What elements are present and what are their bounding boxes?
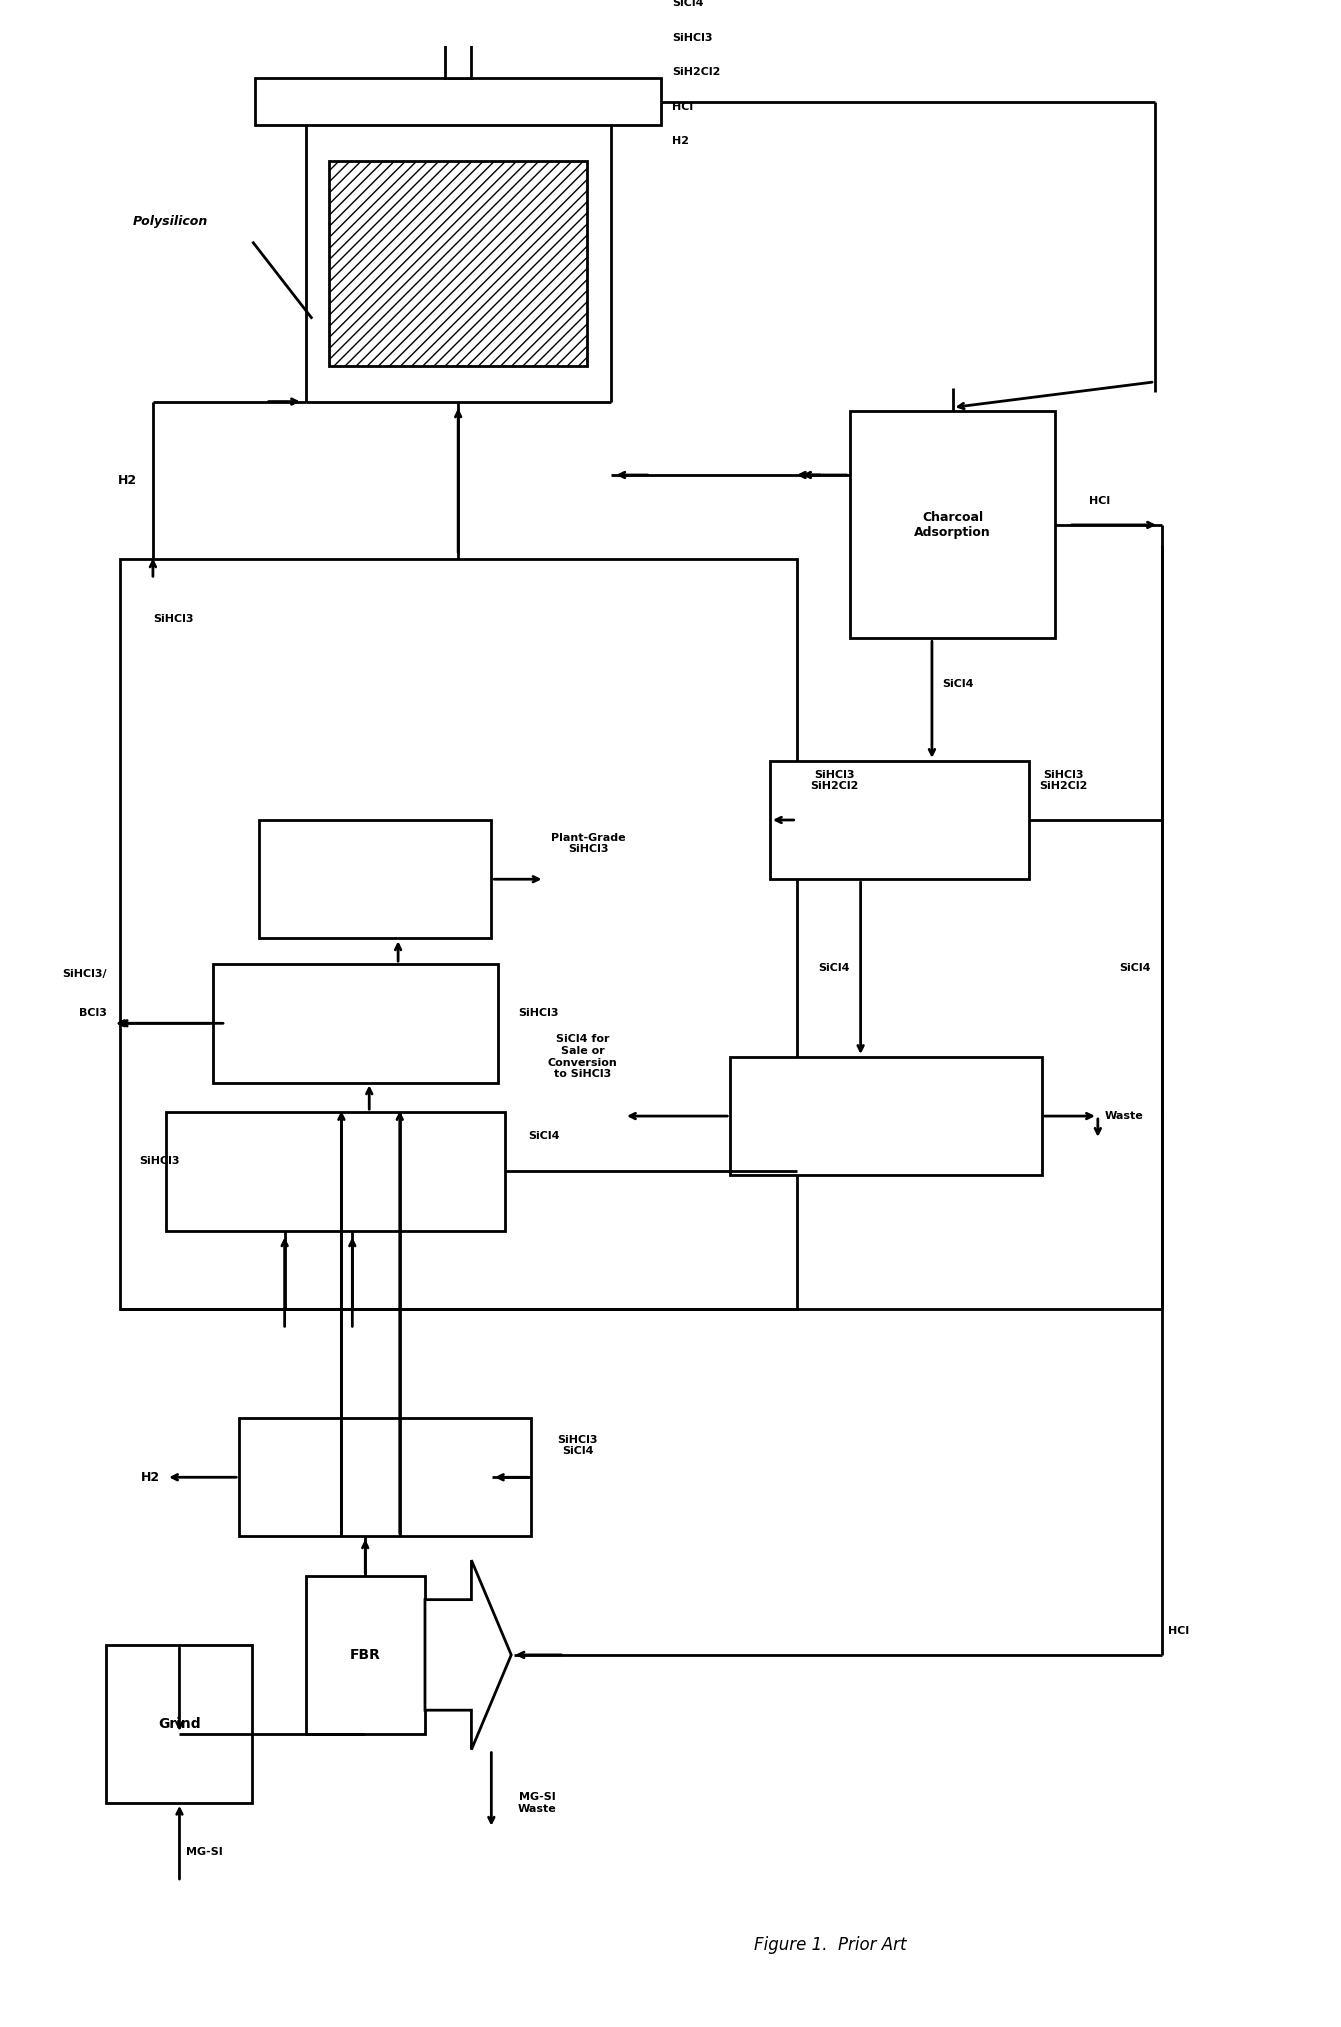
Bar	[850, 411, 1055, 639]
Polygon shape	[425, 1561, 511, 1749]
Text: H2: H2	[672, 136, 689, 146]
Text: Polysilicon: Polysilicon	[133, 215, 208, 229]
Bar	[445, 0, 472, 77]
Text: BCl3: BCl3	[79, 1007, 106, 1018]
Bar	[239, 1419, 531, 1536]
Text: SiCl4: SiCl4	[818, 963, 850, 973]
Text: SiCl4: SiCl4	[528, 1131, 561, 1141]
Bar	[770, 760, 1029, 880]
Text: H2: H2	[141, 1472, 160, 1484]
Text: Grind: Grind	[158, 1717, 201, 1731]
Text: Waste: Waste	[1105, 1111, 1144, 1121]
Text: SiHCl3: SiHCl3	[153, 614, 193, 624]
Text: SiH2Cl2: SiH2Cl2	[672, 67, 720, 77]
Text: SiHCl3
SiH2Cl2: SiHCl3 SiH2Cl2	[810, 770, 858, 791]
Bar	[306, 1575, 425, 1733]
Text: SiHCl3: SiHCl3	[139, 1157, 180, 1166]
Text: SiHCl3/: SiHCl3/	[62, 969, 106, 979]
Text: SiHCl3
SiH2Cl2: SiHCl3 SiH2Cl2	[1039, 770, 1088, 791]
Text: SiHCl3: SiHCl3	[672, 32, 712, 43]
Bar	[330, 160, 587, 367]
Text: HCl: HCl	[1168, 1626, 1189, 1636]
Text: HCl: HCl	[1089, 497, 1109, 507]
Text: FBR: FBR	[350, 1648, 381, 1662]
Text: H2: H2	[118, 474, 137, 486]
Bar	[213, 965, 498, 1082]
Bar	[255, 77, 661, 126]
Text: SiCl4: SiCl4	[1120, 963, 1151, 973]
Text: SiCl4 for
Sale or
Conversion
to SiHCl3: SiCl4 for Sale or Conversion to SiHCl3	[547, 1034, 617, 1078]
Text: SiCl4: SiCl4	[672, 0, 703, 8]
Text: SiHCl3
SiCl4: SiHCl3 SiCl4	[558, 1435, 598, 1457]
Text: Plant-Grade
SiHCl3: Plant-Grade SiHCl3	[551, 833, 626, 855]
Bar	[106, 1646, 252, 1802]
Text: MG-SI
Waste: MG-SI Waste	[518, 1792, 557, 1814]
Text: Figure 1.  Prior Art: Figure 1. Prior Art	[754, 1936, 907, 1954]
Text: Charcoal
Adsorption: Charcoal Adsorption	[915, 511, 991, 539]
Text: MG-SI: MG-SI	[186, 1847, 223, 1857]
Bar	[119, 559, 797, 1309]
Bar	[166, 1113, 504, 1230]
Text: SiCl4: SiCl4	[943, 679, 974, 689]
Text: HCl: HCl	[672, 103, 693, 111]
Bar	[259, 821, 491, 939]
Text: SiHCl3: SiHCl3	[518, 1007, 558, 1018]
Bar	[731, 1056, 1042, 1176]
